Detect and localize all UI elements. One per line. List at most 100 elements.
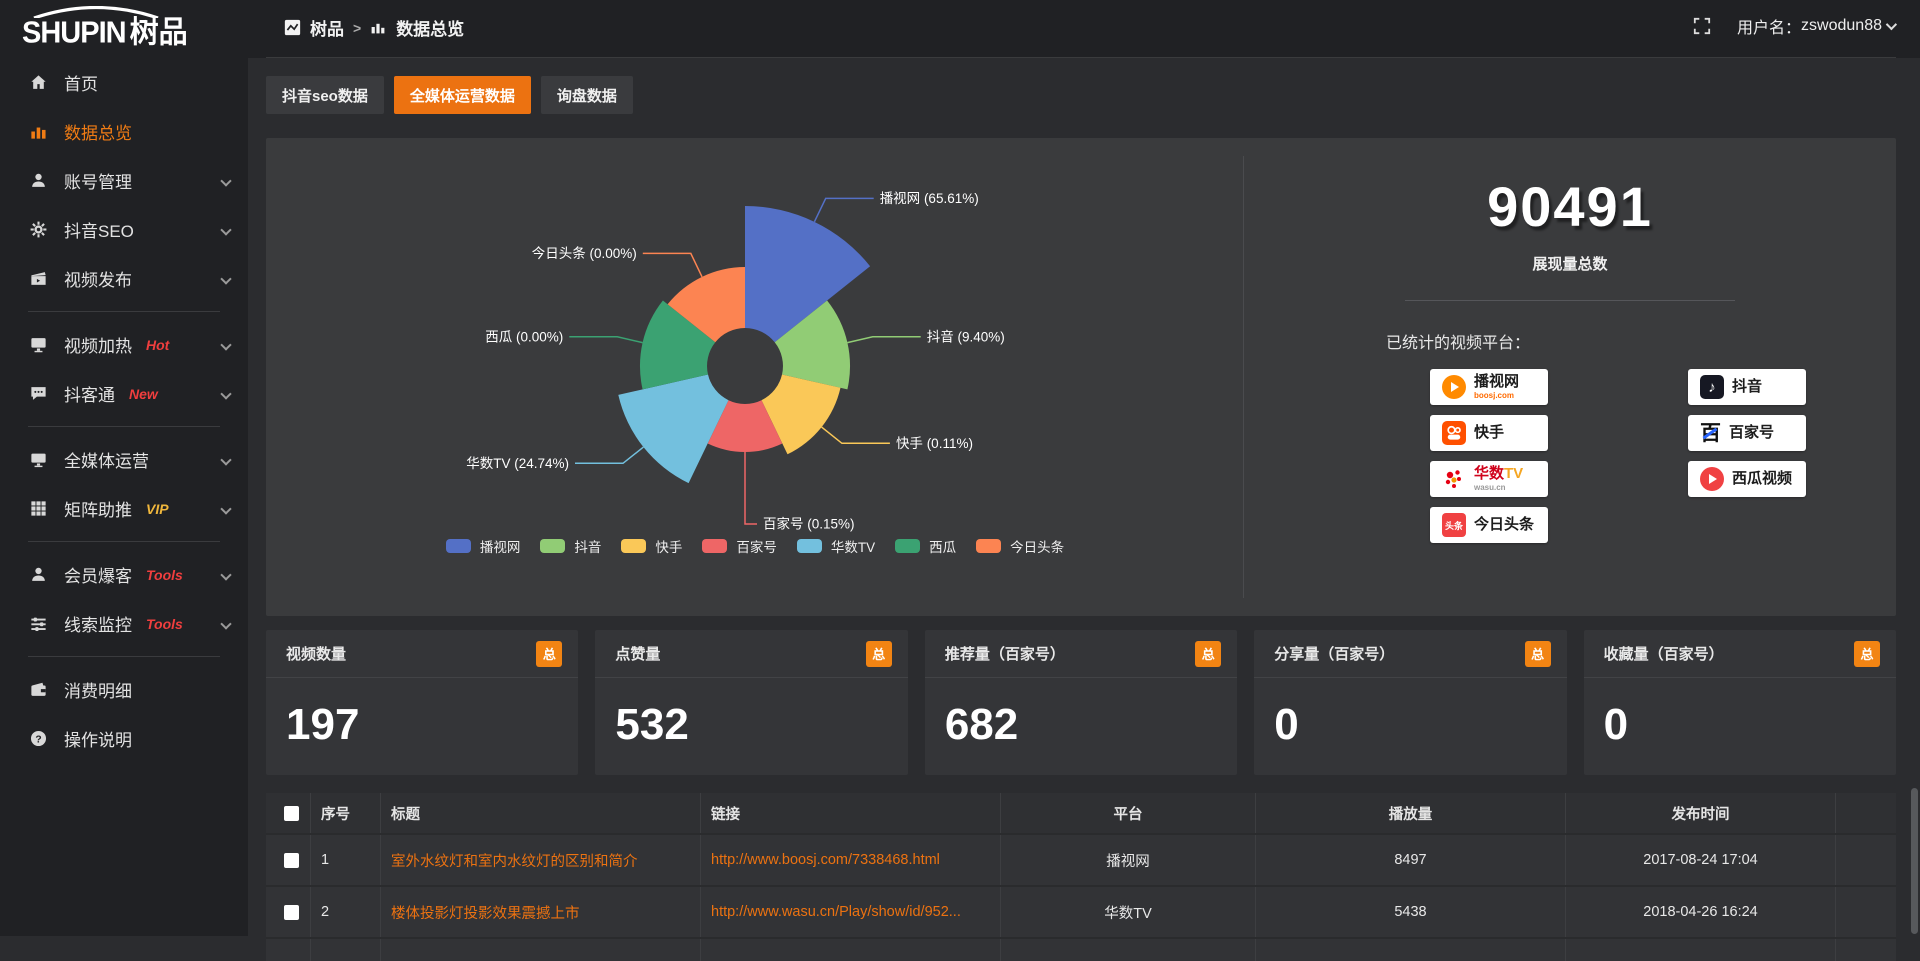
table-row — [266, 939, 1896, 961]
tab-抖音seo数据[interactable]: 抖音seo数据 — [266, 76, 384, 114]
pie-area: 播视网 (65.61%) 抖音 (9.40%) 快手 (0.11%) 百家号 (0.1… — [266, 138, 1244, 616]
sidebar-item-label: 线索监控 — [64, 616, 132, 635]
overview-panel: 播视网 (65.61%) 抖音 (9.40%) 快手 (0.11%) 百家号 (0.1… — [266, 138, 1896, 616]
user-menu[interactable]: 用户名： zswodun88 — [1737, 14, 1898, 38]
table-row: 1 室外水纹灯和室内水纹灯的区别和简介 http://www.boosj.com/7… — [266, 835, 1896, 887]
chevron-down-icon — [220, 174, 232, 187]
sidebar-item-线索监控[interactable]: 线索监控 Tools — [0, 599, 248, 648]
tab-询盘数据[interactable]: 询盘数据 — [540, 76, 633, 114]
total-badge[interactable]: 总 — [1195, 640, 1222, 667]
platform-badge-播视网[interactable]: 播视网 boosj.com — [1430, 369, 1548, 405]
pie-label-line — [744, 452, 757, 525]
video-link — [701, 939, 1001, 961]
breadcrumb: 树品 > 数据总览 — [284, 15, 464, 40]
select-all-checkbox[interactable] — [284, 805, 299, 821]
pie-slice-西瓜[interactable] — [639, 300, 716, 390]
pie-slice-抖音[interactable] — [774, 300, 851, 390]
sidebar-item-数据总览[interactable]: 数据总览 — [0, 107, 248, 156]
legend-swatch — [895, 539, 921, 553]
rose-pie-chart: 播视网 (65.61%) 抖音 (9.40%) 快手 (0.11%) 百家号 (0.1… — [466, 191, 1004, 532]
video-title: 楼体投影灯投影效果震撼上市 — [381, 887, 701, 937]
scrollbar-thumb[interactable] — [1911, 788, 1918, 934]
legend-swatch — [540, 539, 566, 553]
chevron-down-icon — [220, 387, 232, 400]
breadcrumb-separator: > — [353, 19, 362, 36]
tab-全媒体运营数据[interactable]: 全媒体运营数据 — [393, 76, 531, 114]
legend-item-播视网[interactable]: 播视网 — [445, 536, 521, 556]
platform-badge-快手[interactable]: 快手 — [1430, 415, 1548, 451]
total-badge[interactable]: 总 — [1524, 640, 1551, 667]
pie-slice-百家号[interactable] — [707, 400, 783, 453]
legend-item-抖音[interactable]: 抖音 — [540, 536, 601, 556]
legend-label: 百家号 — [736, 540, 777, 555]
sidebar-item-label: 消费明细 — [64, 682, 132, 701]
row-checkbox[interactable] — [284, 904, 299, 920]
username-value: zswodun88 — [1801, 17, 1882, 34]
stat-card-header: 分享量（百家号） 总 — [1254, 630, 1567, 678]
impressions-total-label: 展现量总数 — [1532, 256, 1608, 273]
sidebar-item-全媒体运营[interactable]: 全媒体运营 — [0, 435, 248, 484]
platform-badge-华数TV[interactable]: 华数TV wasu.cn — [1430, 461, 1548, 497]
video-url-link[interactable]: http://www.wasu.cn/Play/show/id/952... — [711, 904, 961, 920]
legend-swatch — [621, 539, 647, 553]
pie-slice-快手[interactable] — [761, 374, 841, 455]
pie-slice-华数TV[interactable] — [618, 374, 729, 484]
fullscreen-icon[interactable] — [1693, 17, 1711, 35]
pie-slice-今日头条[interactable] — [667, 267, 745, 343]
video-title: 室外水纹灯和室内水纹灯的区别和简介 — [381, 835, 701, 885]
total-badge[interactable]: 总 — [1854, 640, 1881, 667]
breadcrumb-current[interactable]: 数据总览 — [396, 20, 465, 39]
pie-label-line — [575, 446, 644, 465]
legend-item-西瓜[interactable]: 西瓜 — [895, 536, 956, 556]
legend-item-华数TV[interactable]: 华数TV — [796, 536, 875, 556]
row-checkbox[interactable] — [284, 852, 299, 868]
legend-label: 播视网 — [479, 540, 521, 555]
topbar-right: 用户名： zswodun88 — [1693, 14, 1898, 38]
platform-badge-百家号[interactable]: 百百家号 — [1688, 415, 1806, 451]
sidebar-item-首页[interactable]: 首页 — [0, 58, 248, 107]
sidebar-item-视频发布[interactable]: 视频发布 — [0, 254, 248, 303]
total-badge[interactable]: 总 — [536, 640, 563, 667]
sidebar-item-抖音SEO[interactable]: 抖音SEO — [0, 205, 248, 254]
video-title-link[interactable]: 室外水纹灯和室内水纹灯的区别和简介 — [391, 853, 638, 870]
stat-cards: 视频数量 总 197 点赞量 总 532 推荐量（百家号） 总 682 分享量（… — [266, 630, 1897, 775]
platform-badge-西瓜视频[interactable]: 西瓜视频 — [1688, 461, 1806, 497]
platform-cell: 播视网 — [1001, 835, 1256, 885]
stat-card-label: 分享量（百家号） — [1274, 646, 1395, 663]
video-title-link[interactable]: 楼体投影灯投影效果震撼上市 — [391, 905, 580, 922]
platform-name: 百家号 — [1729, 424, 1775, 442]
home-icon — [28, 73, 48, 93]
sidebar-item-抖客通[interactable]: 抖客通 New — [0, 369, 248, 418]
legend-item-百家号[interactable]: 百家号 — [702, 536, 777, 556]
platform-badge-今日头条[interactable]: 头条 今日头条 — [1430, 507, 1548, 543]
legend-item-快手[interactable]: 快手 — [621, 536, 682, 556]
chevron-down-icon — [1885, 18, 1898, 31]
data-tabs: 抖音seo数据 全媒体运营数据 询盘数据 — [266, 76, 1896, 114]
sidebar-item-会员爆客[interactable]: 会员爆客 Tools — [0, 550, 248, 599]
platform-badge-抖音[interactable]: ♪ 抖音 — [1688, 369, 1806, 405]
stat-card-value: 532 — [615, 700, 689, 749]
row-index — [311, 939, 381, 961]
legend-item-今日头条[interactable]: 今日头条 — [976, 536, 1064, 556]
column-header-spare — [1836, 793, 1896, 833]
sidebar-item-label: 全媒体运营 — [64, 452, 149, 471]
publish-time-cell: 2017-08-24 17:04 — [1566, 835, 1836, 885]
sidebar-item-视频加热[interactable]: 视频加热 Hot — [0, 320, 248, 369]
sidebar-item-矩阵助推[interactable]: 矩阵助推 VIP — [0, 484, 248, 533]
sidebar-divider — [28, 541, 220, 542]
breadcrumb-root[interactable]: 树品 — [310, 20, 344, 39]
baijiahao-logo-icon: 百 — [1700, 421, 1721, 445]
pie-label-西瓜: 西瓜 (0.00%) — [485, 329, 563, 344]
grid-icon — [28, 499, 48, 519]
sidebar-item-账号管理[interactable]: 账号管理 — [0, 156, 248, 205]
video-url-link[interactable]: http://www.boosj.com/7338468.html — [711, 852, 940, 868]
sidebar-item-label: 抖音SEO — [64, 222, 134, 241]
total-badge[interactable]: 总 — [865, 640, 892, 667]
pie-slice-播视网[interactable] — [745, 206, 871, 343]
logo-text: SHUPIN 树品 — [22, 17, 232, 49]
sidebar-item-label: 视频加热 — [64, 337, 132, 356]
publish-time-cell — [1566, 939, 1836, 961]
sidebar-item-消费明细[interactable]: 消费明细 — [0, 665, 248, 714]
sidebar-item-操作说明[interactable]: ? 操作说明 — [0, 714, 248, 763]
legend-swatch — [445, 539, 471, 553]
